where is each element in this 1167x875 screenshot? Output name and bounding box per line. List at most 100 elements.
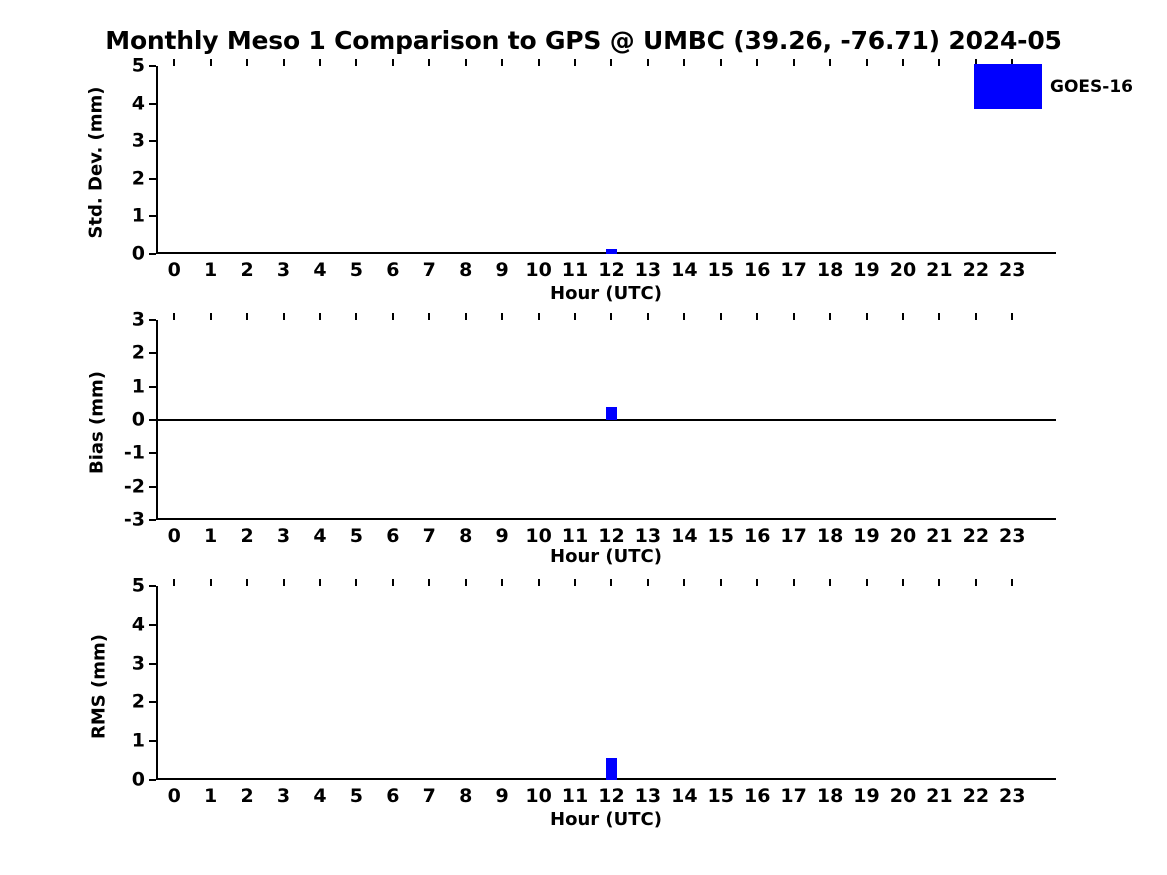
x-tick-bias xyxy=(501,313,504,320)
x-tick-rms xyxy=(209,579,212,586)
x-tick-rms xyxy=(756,579,759,586)
y-tick-label-std-dev: 1 xyxy=(131,204,145,227)
x-tick-rms xyxy=(464,579,467,586)
x-tick-bias xyxy=(829,313,832,320)
x-tick-bias xyxy=(974,313,977,320)
x-tick-label-bias: 18 xyxy=(816,525,844,547)
y-tick-label-bias: -2 xyxy=(123,475,145,498)
x-tick-label-std-dev: 7 xyxy=(422,259,436,281)
x-tick-rms xyxy=(391,579,394,586)
y-tick-bias xyxy=(149,452,156,455)
x-tick-label-rms: 13 xyxy=(634,785,662,807)
x-tick-std-dev xyxy=(318,59,321,66)
x-tick-label-bias: 7 xyxy=(422,525,436,547)
x-tick-std-dev xyxy=(865,59,868,66)
x-tick-label-rms: 1 xyxy=(204,785,218,807)
y-tick-bias xyxy=(149,419,156,421)
x-tick-label-rms: 2 xyxy=(240,785,254,807)
x-tick-label-std-dev: 12 xyxy=(598,259,625,281)
bar-rms-hour-12 xyxy=(605,758,617,780)
x-tick-std-dev xyxy=(646,59,649,66)
y-tick-label-bias: 2 xyxy=(131,341,145,364)
y-tick-label-bias: 1 xyxy=(131,375,145,398)
x-tick-rms xyxy=(318,579,321,586)
y-tick-label-std-dev: 0 xyxy=(131,242,145,265)
y-tick-label-bias: 0 xyxy=(131,408,145,431)
x-tick-label-bias: 19 xyxy=(853,525,880,547)
x-tick-std-dev xyxy=(173,59,176,66)
x-tick-std-dev xyxy=(537,59,540,66)
x-tick-label-rms: 8 xyxy=(459,785,473,807)
zero-line-bias xyxy=(156,419,1056,421)
x-tick-label-bias: 10 xyxy=(525,525,552,547)
x-tick-bias xyxy=(865,313,868,320)
x-tick-std-dev xyxy=(391,59,394,66)
y-tick-label-rms: 1 xyxy=(131,729,145,752)
x-tick-bias xyxy=(355,313,358,320)
x-tick-label-bias: 16 xyxy=(743,525,771,547)
y-tick-bias xyxy=(149,352,156,355)
y-tick-rms xyxy=(149,585,156,587)
y-tick-label-rms: 4 xyxy=(131,613,145,636)
y-tick-label-rms: 3 xyxy=(131,652,145,675)
y-axis-line-std-dev xyxy=(156,66,158,254)
x-tick-bias xyxy=(173,313,176,320)
y-axis-label-rms: RMS (mm) xyxy=(88,634,110,739)
x-tick-std-dev xyxy=(792,59,795,66)
y-tick-bias xyxy=(149,485,156,488)
x-tick-std-dev xyxy=(829,59,832,66)
x-tick-label-bias: 8 xyxy=(459,525,473,547)
x-tick-rms xyxy=(865,579,868,586)
x-tick-label-bias: 5 xyxy=(349,525,364,547)
x-tick-bias xyxy=(792,313,795,320)
page-title: Monthly Meso 1 Comparison to GPS @ UMBC … xyxy=(105,26,1062,55)
x-tick-std-dev xyxy=(574,59,577,66)
y-tick-rms xyxy=(149,623,156,626)
x-tick-label-bias: 13 xyxy=(634,525,662,547)
x-tick-label-bias: 11 xyxy=(561,525,589,547)
x-tick-label-std-dev: 23 xyxy=(999,259,1026,281)
x-tick-label-std-dev: 0 xyxy=(167,259,181,281)
legend-label-goes-16: GOES-16 xyxy=(1050,76,1133,97)
x-tick-rms xyxy=(792,579,795,586)
x-tick-rms xyxy=(646,579,649,586)
x-tick-label-rms: 18 xyxy=(816,785,844,807)
x-tick-label-rms: 12 xyxy=(598,785,625,807)
y-tick-label-rms: 5 xyxy=(131,574,145,597)
x-tick-bias xyxy=(574,313,577,320)
x-tick-rms xyxy=(282,579,285,586)
y-tick-label-std-dev: 5 xyxy=(131,54,145,77)
x-tick-rms xyxy=(719,579,722,586)
x-tick-bias xyxy=(901,313,904,320)
x-tick-bias xyxy=(756,313,759,320)
y-tick-std-dev xyxy=(149,140,156,143)
x-tick-label-rms: 16 xyxy=(743,785,771,807)
y-tick-std-dev xyxy=(149,65,156,67)
x-tick-rms xyxy=(428,579,431,586)
y-tick-label-std-dev: 4 xyxy=(131,92,145,115)
x-tick-label-std-dev: 14 xyxy=(671,259,698,281)
y-tick-bias xyxy=(149,519,156,521)
x-tick-bias xyxy=(391,313,394,320)
legend-swatch-goes-16 xyxy=(974,64,1042,109)
x-tick-bias xyxy=(282,313,285,320)
x-tick-label-std-dev: 18 xyxy=(816,259,844,281)
x-tick-std-dev xyxy=(209,59,212,66)
y-tick-label-bias: 3 xyxy=(131,308,145,331)
x-tick-label-std-dev: 22 xyxy=(962,259,990,281)
x-tick-label-rms: 23 xyxy=(999,785,1026,807)
y-tick-label-bias: -1 xyxy=(123,441,145,464)
y-axis-line-rms xyxy=(156,586,158,780)
x-tick-bias xyxy=(610,313,613,320)
x-tick-label-bias: 21 xyxy=(926,525,953,547)
x-tick-label-bias: 20 xyxy=(889,525,917,547)
x-tick-label-rms: 0 xyxy=(167,785,181,807)
x-tick-label-std-dev: 9 xyxy=(495,259,509,281)
x-tick-std-dev xyxy=(355,59,358,66)
x-tick-label-std-dev: 1 xyxy=(204,259,218,281)
x-tick-label-bias: 2 xyxy=(240,525,254,547)
x-tick-std-dev xyxy=(464,59,467,66)
x-tick-label-std-dev: 6 xyxy=(386,259,400,281)
y-tick-rms xyxy=(149,701,156,704)
